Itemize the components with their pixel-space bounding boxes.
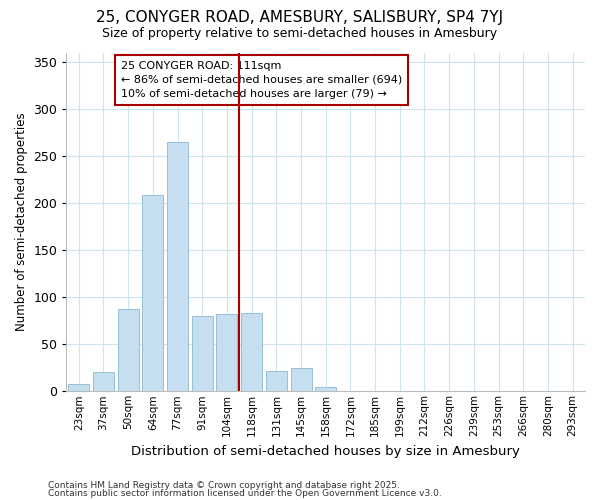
Bar xyxy=(266,370,287,392)
Bar xyxy=(290,368,311,392)
Bar xyxy=(217,314,238,392)
Bar xyxy=(241,313,262,392)
Bar xyxy=(142,194,163,392)
Text: Size of property relative to semi-detached houses in Amesbury: Size of property relative to semi-detach… xyxy=(103,28,497,40)
Y-axis label: Number of semi-detached properties: Number of semi-detached properties xyxy=(15,112,28,331)
Bar xyxy=(315,386,336,392)
X-axis label: Distribution of semi-detached houses by size in Amesbury: Distribution of semi-detached houses by … xyxy=(131,444,520,458)
Bar xyxy=(167,142,188,392)
Bar xyxy=(93,372,114,392)
Text: Contains public sector information licensed under the Open Government Licence v3: Contains public sector information licen… xyxy=(48,489,442,498)
Text: Contains HM Land Registry data © Crown copyright and database right 2025.: Contains HM Land Registry data © Crown c… xyxy=(48,480,400,490)
Bar xyxy=(68,384,89,392)
Text: 25 CONYGER ROAD: 111sqm
← 86% of semi-detached houses are smaller (694)
10% of s: 25 CONYGER ROAD: 111sqm ← 86% of semi-de… xyxy=(121,61,402,99)
Bar xyxy=(192,316,213,392)
Text: 25, CONYGER ROAD, AMESBURY, SALISBURY, SP4 7YJ: 25, CONYGER ROAD, AMESBURY, SALISBURY, S… xyxy=(97,10,503,25)
Bar xyxy=(118,310,139,392)
